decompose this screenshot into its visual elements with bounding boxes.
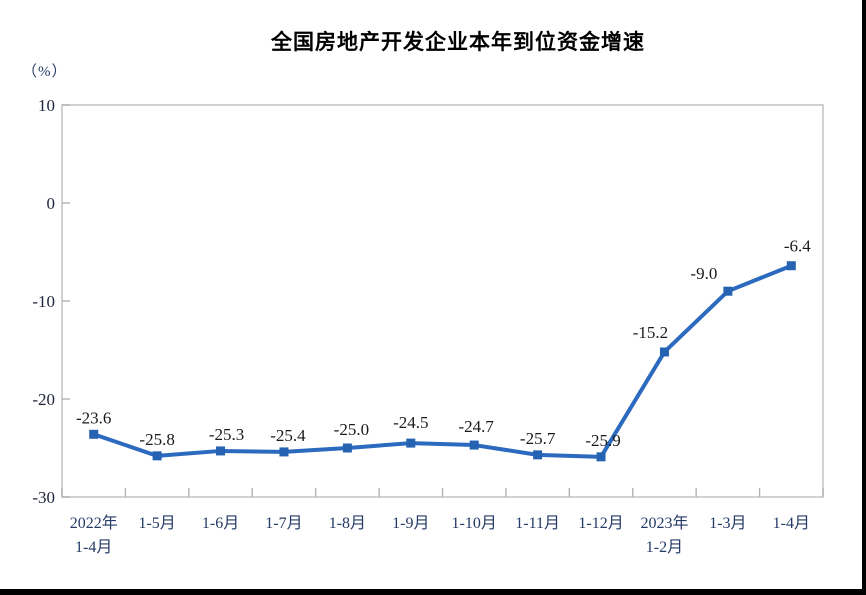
x-axis-label: 1-8月 bbox=[329, 515, 366, 532]
x-axis-label: 1-10月 bbox=[452, 515, 497, 532]
data-point-marker bbox=[723, 286, 733, 296]
x-axis-label: 2022年 bbox=[70, 514, 118, 532]
data-point-label: -6.4 bbox=[784, 237, 811, 256]
data-point-marker bbox=[342, 443, 352, 453]
data-point-marker bbox=[89, 429, 99, 439]
data-point-label: -23.6 bbox=[76, 408, 111, 427]
data-point-marker bbox=[533, 450, 543, 460]
data-point-label: -25.3 bbox=[209, 425, 244, 444]
plot-border bbox=[61, 104, 824, 498]
data-point-marker bbox=[279, 447, 289, 457]
x-axis-label: 1-3月 bbox=[709, 515, 746, 532]
data-point-label: -25.9 bbox=[585, 431, 620, 450]
x-axis-label: 1-6月 bbox=[202, 515, 239, 532]
data-point-label: -24.7 bbox=[458, 417, 494, 436]
data-point-marker bbox=[406, 438, 416, 448]
y-axis-tick-label: 0 bbox=[47, 194, 56, 213]
x-axis-label: 1-5月 bbox=[138, 515, 175, 532]
data-point-marker bbox=[659, 347, 669, 357]
data-point-label: -25.8 bbox=[139, 430, 174, 449]
x-axis-label: 2023年 bbox=[640, 514, 688, 532]
x-axis-label: 1-11月 bbox=[515, 515, 560, 532]
x-axis-label: 1-4月 bbox=[773, 515, 810, 532]
data-point-marker bbox=[596, 452, 606, 462]
x-axis-label: 1-4月 bbox=[75, 539, 112, 556]
data-point-label: -25.7 bbox=[520, 429, 556, 448]
x-axis-label: 1-7月 bbox=[265, 515, 302, 532]
x-axis-label: 1-2月 bbox=[646, 539, 683, 556]
data-point-marker bbox=[786, 261, 796, 271]
data-point-marker bbox=[152, 451, 162, 461]
data-point-label: -24.5 bbox=[393, 413, 428, 432]
y-axis-unit-label: （%） bbox=[22, 64, 68, 80]
x-axis-label: 1-9月 bbox=[392, 515, 429, 532]
data-point-marker bbox=[216, 446, 226, 456]
y-axis-tick-label: -10 bbox=[32, 292, 55, 311]
y-axis-tick-label: -30 bbox=[32, 488, 55, 507]
x-axis-label: 1-12月 bbox=[578, 515, 623, 532]
data-point-label: -9.0 bbox=[690, 264, 717, 283]
y-axis-tick-label: 10 bbox=[38, 96, 55, 115]
y-axis-tick-label: -20 bbox=[32, 390, 55, 409]
data-point-label: -25.0 bbox=[334, 420, 369, 439]
chart-line bbox=[91, 263, 794, 459]
data-point-label: -25.4 bbox=[270, 426, 306, 445]
chart-title: 全国房地产开发企业本年到位资金增速 bbox=[271, 31, 645, 54]
data-point-label: -15.2 bbox=[633, 323, 668, 342]
data-point-marker bbox=[469, 440, 479, 450]
